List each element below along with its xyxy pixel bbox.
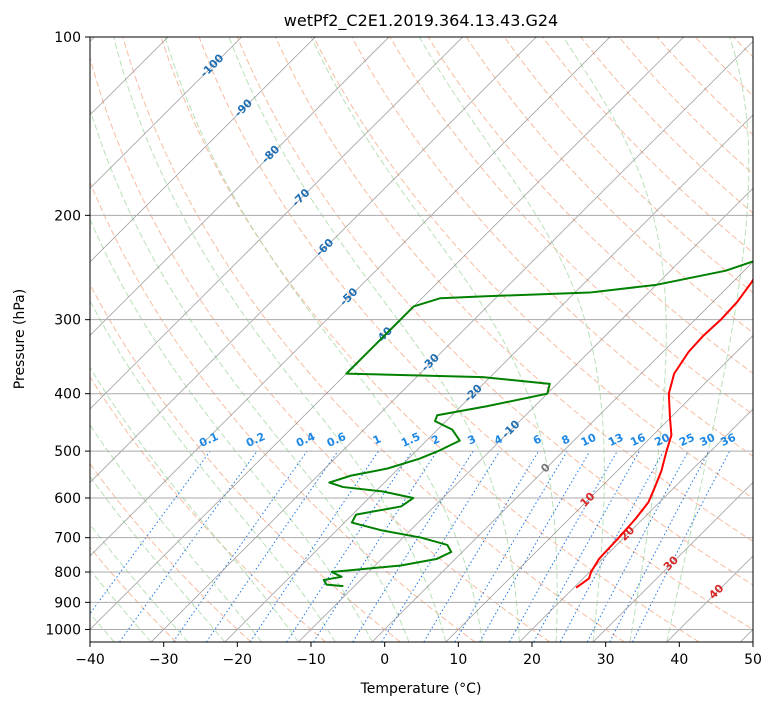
x-tick-label: 50 <box>744 652 762 668</box>
isotherm-line <box>445 334 753 642</box>
mixing-ratio-line <box>381 450 501 642</box>
isotherm-line <box>90 37 537 483</box>
dry-adiabat <box>90 180 476 642</box>
dewpoint-profile-line <box>322 260 753 588</box>
dry-adiabat <box>160 37 700 642</box>
mixing-ratio-line <box>509 450 618 642</box>
y-tick-label: 900 <box>54 595 81 611</box>
mixing-ratio-label: 13 <box>606 431 625 449</box>
mixing-ratio-line <box>632 450 731 642</box>
dry-adiabat <box>313 37 753 499</box>
dry-adiabat <box>504 37 753 294</box>
isotherm-line <box>90 37 242 189</box>
series-layer <box>322 260 753 589</box>
mixing-ratio-line <box>352 450 474 642</box>
dry-adiabat <box>90 55 551 642</box>
moist-adiabat <box>310 37 558 642</box>
dry-adiabat <box>427 37 753 374</box>
moist-adiabat <box>90 475 226 642</box>
moist-adiabat <box>90 569 152 642</box>
plot-background <box>90 37 753 642</box>
x-tick-label: −10 <box>296 652 326 668</box>
moist-adiabat <box>164 37 484 642</box>
mixing-ratio-line <box>90 450 211 615</box>
mixing-ratio-label: 10 <box>579 431 599 449</box>
grid-layer <box>90 37 753 642</box>
mixing-ratio-line <box>205 450 339 642</box>
moist-adiabat <box>113 37 447 642</box>
moist-adiabat <box>666 37 750 642</box>
dry-adiabat <box>90 462 252 642</box>
dry-adiabat <box>198 37 753 631</box>
isotherm-line <box>519 408 753 642</box>
moist-adiabat <box>228 37 520 642</box>
dry-adiabat <box>122 37 625 642</box>
y-tick-label: 1000 <box>45 622 81 638</box>
isotherm-line <box>90 37 390 336</box>
mixing-ratio-line <box>533 450 640 642</box>
x-tick-label: −40 <box>75 652 105 668</box>
x-tick-label: 40 <box>670 652 688 668</box>
axis-layer: −40 −30 −20 −10 0 10 20 30 40 50 100 200 300 400 500 60… <box>45 30 762 668</box>
y-tick-label: 100 <box>54 30 81 46</box>
isotherm-line <box>592 481 753 642</box>
x-tick-label: 0 <box>380 652 389 668</box>
x-tick-label: −20 <box>223 652 253 668</box>
moist-adiabat <box>90 107 410 642</box>
x-tick-label: 30 <box>597 652 615 668</box>
chart-title: wetPf2_C2E1.2019.364.13.43.G24 <box>284 11 558 31</box>
mixing-ratio-line <box>172 450 308 642</box>
x-tick-label: −30 <box>149 652 179 668</box>
mixing-ratio-label: 20 <box>653 431 673 449</box>
y-tick-label: 600 <box>54 491 81 507</box>
isotherm-line <box>90 37 463 410</box>
mixing-ratio-line <box>313 450 438 642</box>
isotherm-line <box>371 261 753 642</box>
mixing-ratio-label: 30 <box>698 431 718 449</box>
x-tick-label: 10 <box>449 652 467 668</box>
mixing-ratio-line <box>119 450 258 642</box>
moist-adiabat <box>90 218 373 642</box>
x-tick-label: 20 <box>523 652 541 668</box>
y-tick-label: 500 <box>54 444 81 460</box>
moist-adiabat <box>418 37 605 642</box>
mixing-ratio-line <box>286 450 413 642</box>
isotherm-line <box>224 114 753 642</box>
y-tick-label: 200 <box>54 208 81 224</box>
dry-adiabat <box>236 37 753 586</box>
dry-adiabat <box>90 546 177 642</box>
y-tick-label: 800 <box>54 565 81 581</box>
mixing-ratio-line <box>249 450 379 642</box>
isotherm-line <box>90 37 611 557</box>
isotherm-line <box>298 187 753 642</box>
dry-adiabat <box>389 37 753 416</box>
moist-adiabat <box>90 299 336 642</box>
mixing-ratio-label: 36 <box>718 431 738 449</box>
y-tick-label: 400 <box>54 387 81 403</box>
mixing-ratio-line <box>559 450 665 642</box>
isotherm-line <box>90 37 316 263</box>
mixing-ratio-label: 25 <box>677 431 696 449</box>
y-tick-label: 700 <box>54 531 81 547</box>
isotherm-line <box>150 40 753 642</box>
moist-adiabat <box>90 523 189 642</box>
y-axis-label: Pressure (hPa) <box>12 289 28 389</box>
temperature-profile-line <box>575 278 753 589</box>
dry-adiabat <box>90 375 326 642</box>
x-axis-label: Temperature (°C) <box>360 681 482 697</box>
y-tick-label: 300 <box>54 313 81 329</box>
mixing-ratio-label: 16 <box>628 431 648 449</box>
plot-frame <box>89 36 754 643</box>
